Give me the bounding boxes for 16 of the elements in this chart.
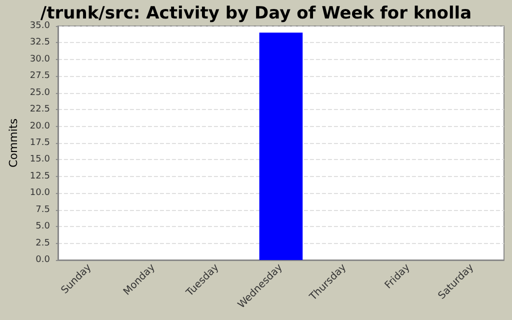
y-tick-label: 5.0 <box>36 222 50 232</box>
y-tick-label: 12.5 <box>30 171 50 182</box>
y-tick-label: 22.5 <box>30 104 50 115</box>
y-tick-label: 20.0 <box>30 121 50 132</box>
y-tick-label: 17.5 <box>30 138 50 148</box>
y-tick-label: 30.0 <box>30 54 50 64</box>
y-tick-label: 25.0 <box>30 88 50 98</box>
y-tick-label: 27.5 <box>30 71 50 82</box>
y-tick-label: 35.0 <box>30 21 50 31</box>
y-tick-label: 32.5 <box>30 38 50 48</box>
y-tick-label: 15.0 <box>30 154 50 165</box>
y-axis-title: Commits <box>7 118 20 168</box>
y-tick-label: 10.0 <box>30 188 50 198</box>
y-tick-label: 7.5 <box>36 204 50 215</box>
y-tick-label: 0.0 <box>36 255 50 265</box>
y-tick-label: 2.5 <box>36 238 50 248</box>
